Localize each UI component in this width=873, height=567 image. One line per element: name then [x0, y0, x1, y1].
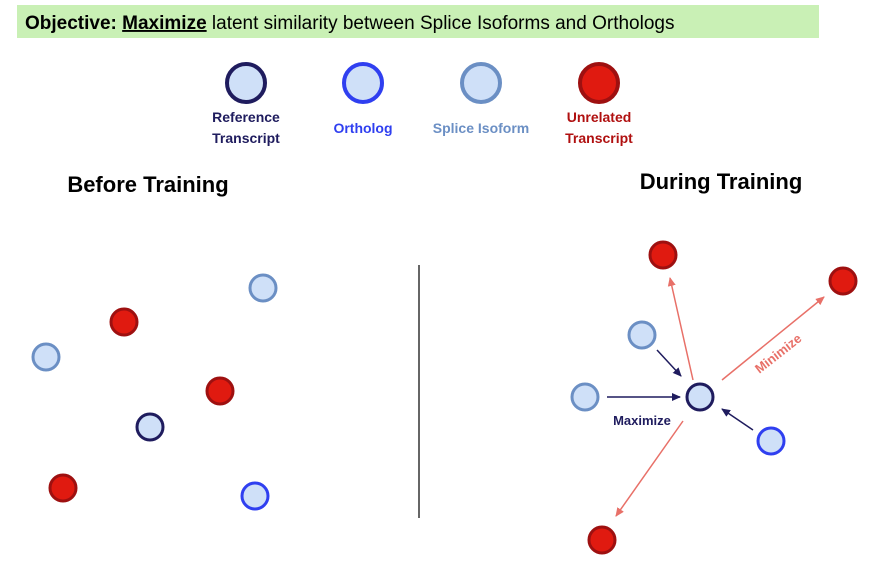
objective-prefix: Objective: [25, 13, 122, 34]
legend-label-reference-line1: Reference [212, 109, 280, 125]
splice-isoform-node [460, 62, 502, 104]
legend: Reference Transcript Ortholog Splice Iso… [212, 62, 633, 146]
reference-transcript-node [685, 382, 715, 412]
unrelated-transcript-node [578, 62, 620, 104]
objective-banner [17, 5, 819, 38]
splice-isoform-node [570, 382, 600, 412]
legend-label-unrelated-line2: Transcript [565, 130, 633, 146]
objective-emphasis: Maximize [122, 13, 206, 34]
unrelated-transcript-node [205, 376, 235, 406]
objective-rest: latent similarity between Splice Isoform… [207, 13, 675, 34]
legend-label-splice: Splice Isoform [433, 120, 529, 136]
legend-item-unrelated: Unrelated Transcript [565, 62, 633, 146]
maximize-arrow [721, 408, 754, 431]
legend-item-splice: Splice Isoform [433, 62, 529, 136]
legend-item-reference: Reference Transcript [212, 62, 280, 146]
unrelated-transcript-node [587, 525, 617, 555]
unrelated-transcript-node [109, 307, 139, 337]
objective-text: Objective: Maximize latent similarity be… [25, 13, 674, 34]
reference-transcript-node [135, 412, 165, 442]
before-training-title: Before Training [67, 172, 228, 197]
ortholog-node [756, 426, 786, 456]
unrelated-transcript-node [648, 240, 678, 270]
before-training-panel [31, 273, 278, 511]
maximize-label: Maximize [613, 413, 671, 428]
splice-isoform-node [31, 342, 61, 372]
minimize-arrow [615, 420, 684, 517]
unrelated-transcript-node [828, 266, 858, 296]
legend-label-reference-line2: Transcript [212, 130, 280, 146]
unrelated-transcript-node [48, 473, 78, 503]
splice-isoform-node [248, 273, 278, 303]
legend-label-ortholog: Ortholog [333, 120, 392, 136]
minimize-arrow [667, 277, 694, 381]
legend-item-ortholog: Ortholog [333, 62, 393, 136]
legend-label-unrelated-line1: Unrelated [567, 109, 632, 125]
during-training-title: During Training [640, 169, 803, 194]
splice-isoform-node [627, 320, 657, 350]
ortholog-node [342, 62, 384, 104]
maximize-arrow [656, 349, 682, 377]
reference-transcript-node [225, 62, 267, 104]
minimize-arrow [721, 296, 825, 381]
minimize-label: Minimize [752, 331, 805, 377]
during-training-panel: Maximize Minimize [570, 240, 858, 555]
ortholog-node [240, 481, 270, 511]
